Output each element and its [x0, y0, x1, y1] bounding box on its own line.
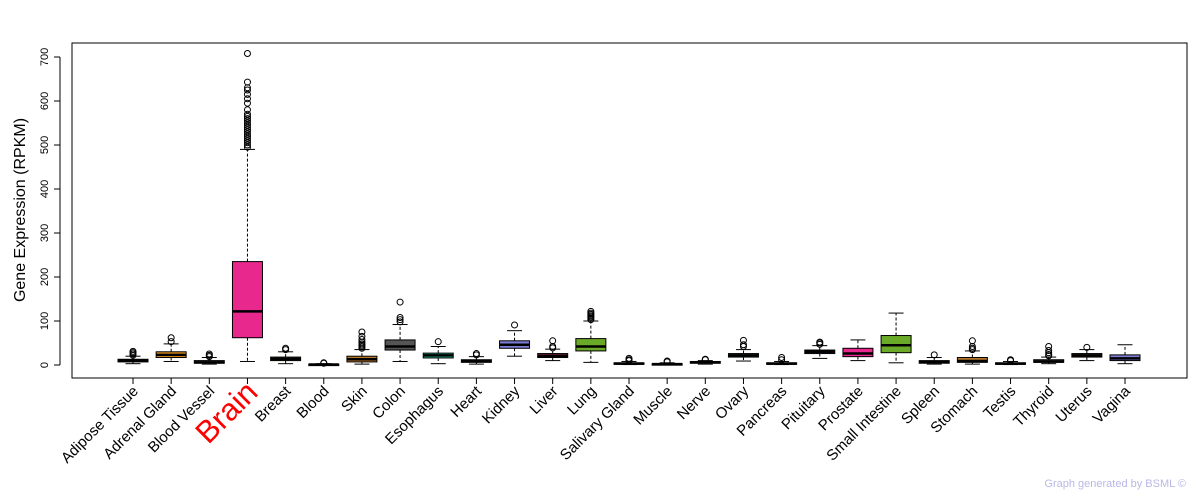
outlier-blood-vessel: [205, 350, 213, 358]
outlier-ovary: [739, 336, 747, 344]
outlier-brain: [243, 90, 251, 98]
outlier-skin: [358, 328, 366, 336]
y-tick-label: 700: [39, 48, 51, 66]
outlier-pancreas: [778, 356, 786, 364]
y-tick-label: 200: [39, 268, 51, 286]
outlier-brain: [243, 132, 251, 140]
y-axis-label: Gene Expression (RPKM): [12, 118, 29, 302]
outlier-salivary-gland: [625, 354, 633, 362]
x-tick-label-nerve: Nerve: [674, 383, 714, 423]
x-tick-label-skin: Skin: [338, 383, 371, 416]
x-tick-label-thyroid: Thyroid: [1010, 383, 1057, 430]
outlier-brain: [243, 130, 251, 138]
outlier-brain: [243, 86, 251, 94]
outlier-testis: [1007, 356, 1015, 364]
chart-credit: Graph generated by BSML ©: [1044, 478, 1186, 490]
outlier-colon: [396, 298, 404, 306]
y-tick-label: 100: [39, 312, 51, 330]
outlier-skin: [358, 335, 366, 343]
y-tick-label: 400: [39, 180, 51, 198]
outlier-brain: [243, 106, 251, 114]
y-tick-label: 500: [39, 136, 51, 154]
outlier-uterus: [1083, 343, 1091, 351]
outlier-stomach: [968, 337, 976, 345]
box-lung: [575, 338, 607, 352]
outlier-ovary: [739, 341, 747, 349]
outlier-lung: [587, 307, 595, 315]
outlier-thyroid: [1045, 346, 1053, 354]
x-tick-label-vagina: Vagina: [1090, 382, 1135, 427]
box-brain: [231, 261, 263, 339]
outlier-kidney: [511, 321, 519, 329]
y-tick-label: 300: [39, 224, 51, 242]
outlier-adrenal-gland: [167, 334, 175, 342]
outlier-blood: [320, 359, 328, 367]
x-tick-label-kidney: Kidney: [479, 382, 524, 427]
outlier-brain: [243, 137, 251, 145]
outlier-liver: [549, 337, 557, 345]
outlier-colon: [396, 318, 404, 326]
outlier-esophagus: [434, 338, 442, 346]
outlier-colon: [396, 313, 404, 321]
outlier-brain: [243, 112, 251, 120]
outlier-skin: [358, 332, 366, 340]
outlier-brain: [243, 121, 251, 129]
outlier-brain: [243, 128, 251, 136]
x-tick-label-uterus: Uterus: [1052, 383, 1095, 426]
outlier-spleen: [930, 351, 938, 359]
outlier-adipose-tissue: [129, 347, 137, 355]
y-tick-label: 0: [39, 362, 51, 368]
outlier-brain: [243, 126, 251, 134]
outlier-brain: [243, 139, 251, 147]
outlier-nerve: [701, 355, 709, 363]
x-tick-label-muscle: Muscle: [630, 383, 676, 429]
outlier-brain: [243, 141, 251, 149]
box-colon: [384, 339, 416, 351]
outlier-thyroid: [1045, 343, 1053, 351]
outlier-brain: [243, 99, 251, 107]
outlier-colon: [396, 316, 404, 324]
outlier-brain: [243, 117, 251, 125]
outlier-pancreas: [778, 354, 786, 362]
outlier-brain: [243, 95, 251, 103]
outlier-adrenal-gland: [167, 338, 175, 346]
outlier-brain: [243, 119, 251, 127]
outlier-brain: [243, 115, 251, 123]
outlier-heart: [472, 350, 480, 358]
outlier-muscle: [663, 357, 671, 365]
outlier-pituitary: [816, 338, 824, 346]
outlier-brain: [243, 143, 251, 151]
y-tick-label: 600: [39, 92, 51, 110]
outlier-brain: [243, 134, 251, 142]
outlier-brain: [243, 110, 251, 118]
outlier-brain: [243, 49, 251, 57]
outlier-brain: [243, 78, 251, 86]
x-tick-label-liver: Liver: [527, 383, 562, 418]
x-tick-label-blood: Blood: [293, 383, 332, 422]
outlier-breast: [282, 344, 290, 352]
outlier-brain: [243, 123, 251, 131]
